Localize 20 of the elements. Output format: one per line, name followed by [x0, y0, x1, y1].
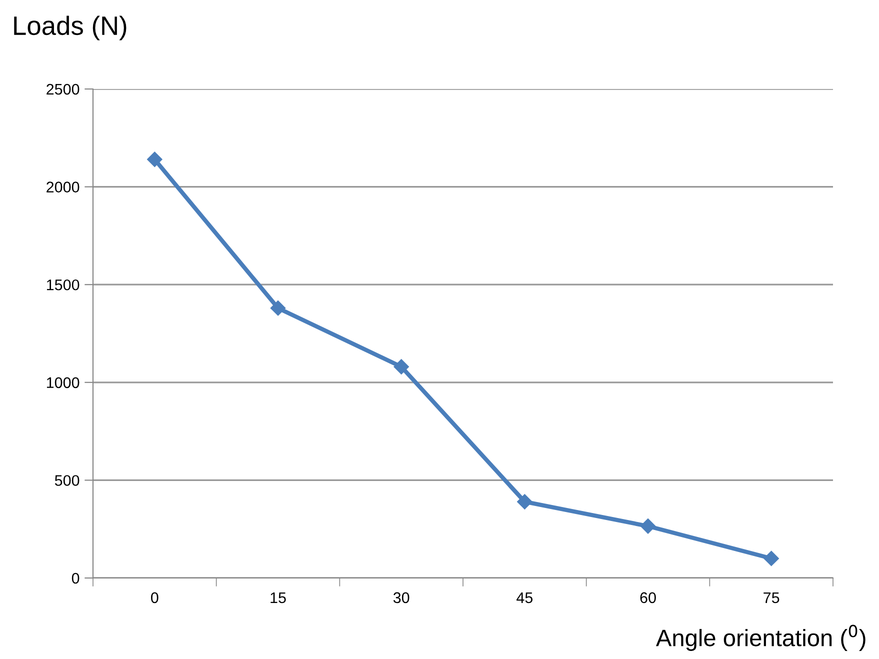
y-tick-label: 2000: [46, 182, 80, 192]
x-axis-title: Angle orientation ($^{0}$): [656, 624, 866, 651]
point: [764, 550, 779, 566]
x-tick-label: 0: [151, 592, 158, 604]
point: [147, 152, 162, 167]
y-tick-label: 2500: [46, 84, 80, 95]
point: [640, 518, 656, 534]
x-tick-label: 75: [764, 592, 780, 604]
x-tick-label: 30: [393, 592, 410, 604]
y-axis-title: Loads (N): [14, 16, 126, 40]
point: [270, 300, 286, 316]
x-tick-label: 45: [516, 592, 533, 604]
y-tick-label: 1000: [46, 377, 80, 388]
x-tick-label: 60: [640, 592, 656, 604]
x-tick-label: 15: [270, 592, 286, 604]
point: [517, 494, 532, 510]
point: [394, 359, 409, 374]
y-tick-label: 0: [72, 572, 80, 584]
y-tick-label: 1500: [46, 279, 80, 290]
y-tick-label: 500: [54, 475, 80, 486]
